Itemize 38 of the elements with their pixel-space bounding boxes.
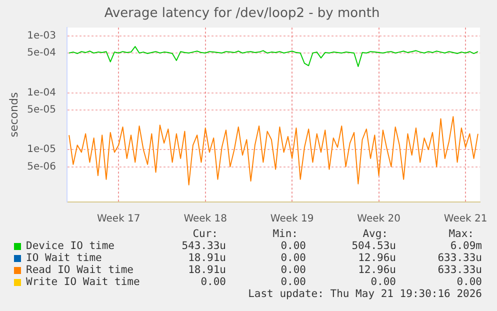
text: 633.33u [438, 252, 482, 264]
y-axis-title: seconds [7, 92, 20, 138]
legend-label: Read IO Wait time [26, 264, 134, 276]
text: 18.91u [188, 252, 226, 264]
text: Last update: Thu May 21 19:30:16 2026 [248, 288, 482, 300]
chart-title: Average latency for /dev/loop2 - by month [104, 6, 380, 22]
x-tick-label: Week 20 [357, 214, 400, 225]
y-tick-label: 1e-03 [27, 30, 56, 42]
y-tick-label: 5e-06 [27, 161, 56, 172]
text: 633.33u [438, 264, 482, 276]
text: 0.00 [370, 276, 396, 288]
text: 6.09m [450, 240, 482, 252]
text: Min: [272, 228, 298, 240]
x-tick-label: Week 21 [444, 214, 488, 225]
legend-label: IO Wait time [26, 252, 102, 264]
text: 0.00 [280, 240, 306, 252]
y-tick-label: 5e-05 [27, 104, 56, 116]
y-tick-label: 1e-04 [27, 87, 56, 98]
text: 0.00 [280, 252, 306, 264]
x-tick-label: Week 17 [96, 214, 140, 225]
text: Avg: [362, 228, 388, 240]
text: 0.00 [456, 276, 482, 288]
legend-label: Write IO Wait time [26, 276, 140, 288]
text: 18.91u [188, 264, 226, 276]
text: 543.33u [182, 240, 226, 252]
y-tick-label: 5e-04 [27, 48, 56, 59]
text: Max: [448, 228, 474, 240]
text: 504.53u [352, 240, 396, 252]
text: 12.96u [358, 264, 396, 276]
text: 0.00 [280, 264, 306, 276]
text: Cur: [192, 228, 218, 240]
text: 0.00 [200, 276, 226, 288]
text: 12.96u [358, 252, 396, 264]
x-tick-label: Week 18 [184, 214, 228, 225]
x-tick-label: Week 19 [270, 214, 314, 225]
y-tick-label: 1e-05 [27, 144, 56, 156]
legend-label: Device IO time [26, 240, 115, 252]
text: 0.00 [280, 276, 306, 288]
